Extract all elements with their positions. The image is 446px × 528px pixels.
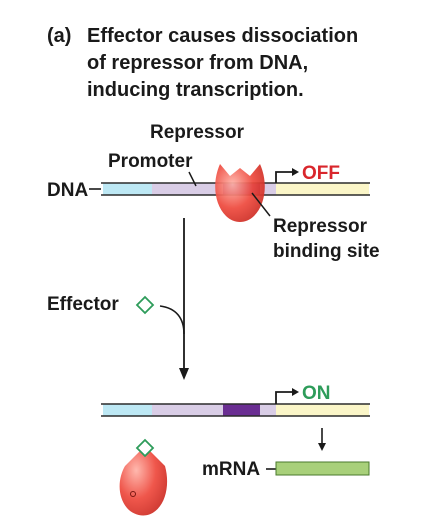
dna-region-gene (276, 183, 369, 195)
binding-site-label-line-2: binding site (273, 241, 380, 262)
mrna-label: mRNA (202, 459, 260, 480)
dna-region-upstream (103, 183, 152, 195)
dna-active-region-spacer (260, 404, 276, 416)
off-start-arrow (275, 171, 293, 183)
dna-active-region-upstream (103, 404, 152, 416)
on-arrowhead (292, 388, 299, 396)
caption: (a) Effector causes dissociation of repr… (47, 25, 358, 101)
dna-label: DNA (47, 180, 88, 201)
effector-label: Effector (47, 294, 119, 315)
transcription-start-off (275, 168, 299, 183)
promoter-label: Promoter (108, 151, 193, 172)
dna-active-region-gene (276, 404, 369, 416)
transcription-start-on (275, 388, 299, 404)
effector-join-curve (159, 305, 185, 335)
promoter-pointer (188, 171, 197, 187)
caption-label: (a) (47, 25, 71, 47)
repressor-label: Repressor (150, 122, 245, 143)
caption-line-3: inducing transcription. (87, 79, 304, 101)
on-start-arrow (275, 391, 293, 404)
repressor-bound (215, 164, 265, 222)
off-label: OFF (302, 163, 340, 184)
binding-site-pointer (251, 192, 271, 217)
dna-active-region-promoter (152, 404, 223, 416)
repressor-released (119, 438, 168, 516)
bound-effector-diamond-icon (135, 438, 155, 458)
mrna-arrowhead (318, 443, 326, 451)
repressor-dot (130, 491, 136, 497)
caption-line-1: Effector causes dissociation (87, 25, 358, 47)
transition-arrowhead (179, 368, 189, 380)
effector-diamond-icon (135, 295, 155, 315)
dna-active (101, 403, 370, 417)
binding-site-label-line-1: Repressor (273, 216, 368, 237)
mrna-strand (275, 461, 370, 476)
transition-arrow (159, 218, 189, 380)
released-repressor-shape (119, 446, 168, 516)
repressor-shape (215, 164, 265, 222)
on-label: ON (302, 383, 331, 404)
dna-region-promoter (152, 183, 223, 195)
dna-active-region-binding-site (223, 404, 260, 416)
caption-line-2: of repressor from DNA, (87, 52, 308, 74)
off-arrowhead (292, 168, 299, 176)
